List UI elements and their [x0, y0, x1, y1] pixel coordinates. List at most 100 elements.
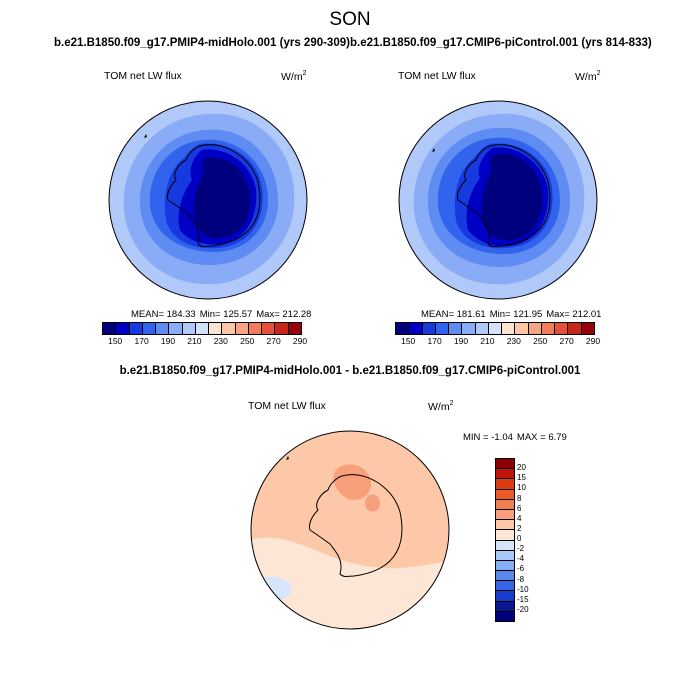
diff-field-label: TOM net LW flux [248, 400, 326, 412]
colorbar-tick-label: 250 [533, 336, 548, 346]
colorbar-tick-label: -8 [517, 574, 525, 584]
colorbar-box [496, 581, 514, 592]
diff-coastline [309, 474, 403, 577]
colorbar-box [396, 323, 410, 334]
colorbar-tick-label: -2 [517, 544, 525, 554]
colorbar-box [496, 571, 514, 582]
colorbar-tick-label: -10 [517, 584, 529, 594]
colorbar-box [496, 479, 514, 490]
colorbar-tick-label: 150 [108, 336, 123, 346]
colorbar-box [262, 323, 276, 334]
colorbar-tick-label: 6 [517, 503, 522, 513]
colorbar-tick-label: 270 [266, 336, 281, 346]
season-title: SON [329, 9, 371, 30]
colorbar-box [235, 323, 249, 334]
colorbar-tick-label: -6 [517, 564, 525, 574]
colorbar-tick-label: 190 [160, 336, 176, 346]
panel2-stats: MEAN= 181.61 Min= 121.95 Max= 212.01 [421, 309, 602, 320]
colorbar-tick-label: 250 [240, 336, 255, 346]
colorbar-box [496, 520, 514, 531]
panel1-title: b.e21.B1850.f09_g17.PMIP4-midHolo.001 (y… [54, 37, 350, 49]
colorbar-box [116, 323, 130, 334]
colorbar-box [422, 323, 436, 334]
diff-island [286, 456, 289, 460]
colorbar-tick-label: 290 [585, 336, 601, 346]
colorbar-tick-label: 170 [427, 336, 442, 346]
colorbar-box [496, 601, 514, 612]
colorbar-box [515, 323, 529, 334]
colorbar-box [496, 591, 514, 602]
diff-map-border [250, 430, 450, 630]
colorbar-tick-label: 20 [517, 463, 526, 473]
colorbar-box [275, 323, 289, 334]
colorbar-box [169, 323, 183, 334]
colorbar-box [435, 323, 450, 334]
colorbar-box [496, 509, 514, 521]
diff-band-4to6-b [365, 494, 380, 512]
colorbar-box [248, 323, 263, 334]
colorbar-tick-label: 2 [517, 523, 522, 533]
panel2-band-core [481, 153, 543, 241]
colorbar-box [409, 323, 423, 334]
panel1-units: W/m2 [281, 70, 307, 83]
colorbar-box [496, 530, 514, 541]
panel1-coastline [167, 144, 261, 247]
colorbar-box [502, 323, 516, 334]
colorbar-tick-label: -4 [517, 554, 525, 564]
colorbar-box [449, 323, 463, 334]
panel1-map-border [108, 100, 308, 300]
colorbar-tick-label: 230 [213, 336, 228, 346]
colorbar-tick-label: 290 [292, 336, 308, 346]
diff-units: W/m2 [428, 400, 454, 413]
colorbar-box [209, 323, 223, 334]
diff-stats: MIN = -1.04 MAX = 6.79 [463, 432, 567, 443]
colorbar-box [288, 323, 301, 334]
colorbar-box [496, 489, 514, 500]
colorbar-box [581, 323, 594, 334]
colorbar-box [182, 323, 196, 334]
panel1-field-label: TOM net LW flux [104, 70, 182, 82]
panel1-island [144, 134, 147, 138]
panel1-band-core [193, 157, 251, 239]
colorbar-box [488, 323, 503, 334]
colorbar-box [528, 323, 542, 334]
panel2-island [432, 148, 435, 152]
colorbar-box [568, 323, 582, 334]
colorbar-tick-label: 190 [453, 336, 469, 346]
panel1-colorbar-ticks: 150 170 190 210 230 250 270 290 [102, 336, 307, 348]
diff-map [250, 430, 450, 630]
colorbar-box [555, 323, 569, 334]
colorbar-box [475, 323, 489, 334]
colorbar-tick-label: -20 [517, 604, 529, 614]
panel2-colorbar-ticks: 150 170 190 210 230 250 270 290 [395, 336, 600, 348]
panel2-colorbar [395, 322, 595, 335]
panel2-map-border [398, 100, 598, 300]
colorbar-box [496, 611, 514, 621]
colorbar-tick-label: -15 [517, 594, 529, 604]
panel2-map [398, 100, 598, 300]
colorbar-tick-label: 8 [517, 493, 522, 503]
colorbar-tick-label: 150 [401, 336, 416, 346]
diff-title: b.e21.B1850.f09_g17.PMIP4-midHolo.001 - … [119, 365, 581, 377]
colorbar-box [541, 323, 556, 334]
panel1-stats: MEAN= 184.33 Min= 125.57 Max= 212.28 [131, 309, 312, 320]
colorbar-tick-label: 270 [559, 336, 574, 346]
colorbar-tick-label: 10 [517, 483, 526, 493]
colorbar-box [496, 540, 514, 551]
colorbar-box [496, 560, 514, 572]
panel2-field-label: TOM net LW flux [398, 70, 476, 82]
colorbar-box [103, 323, 117, 334]
colorbar-box [222, 323, 236, 334]
colorbar-box [156, 323, 170, 334]
colorbar-tick-label: 4 [517, 513, 522, 523]
colorbar-box [195, 323, 210, 334]
diff-band-4to6-a [333, 464, 372, 500]
colorbar-tick-label: 210 [187, 336, 202, 346]
diff-band-0to2 [251, 537, 449, 629]
colorbar-box [142, 323, 157, 334]
colorbar-box [496, 469, 514, 480]
colorbar-tick-label: 15 [517, 473, 526, 483]
colorbar-tick-label: 230 [506, 336, 521, 346]
colorbar-tick-label: 210 [480, 336, 495, 346]
diff-colorbar [495, 458, 515, 622]
